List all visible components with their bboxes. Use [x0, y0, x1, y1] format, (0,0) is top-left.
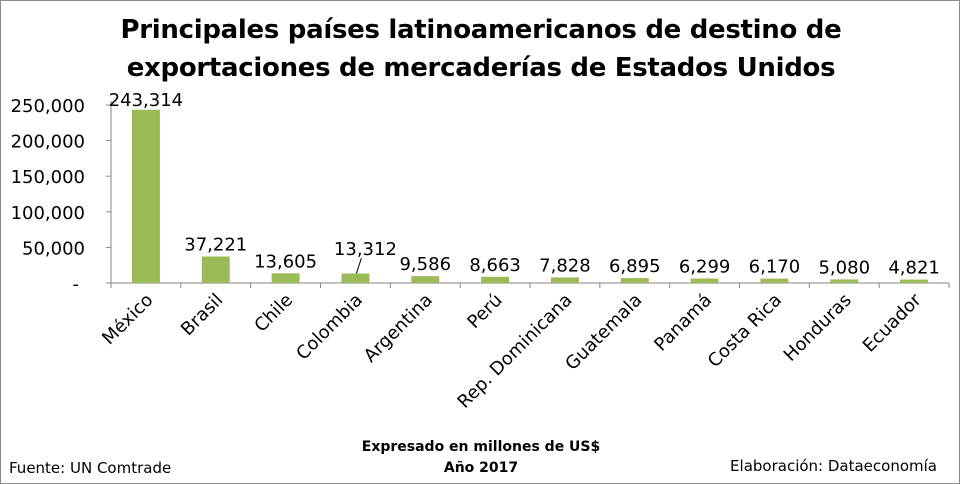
- bars: [131, 109, 929, 283]
- bar: [341, 273, 370, 283]
- value-label: 37,221: [184, 234, 247, 255]
- y-tick-label: 50,000: [22, 238, 85, 259]
- value-label: 6,170: [749, 257, 801, 278]
- category-label: Honduras: [780, 290, 856, 366]
- value-label: 8,663: [469, 255, 521, 276]
- value-label: 243,314: [109, 90, 183, 111]
- bar: [131, 109, 160, 283]
- source-note: Fuente: UN Comtrade: [9, 459, 172, 477]
- y-tick-label: 200,000: [11, 132, 85, 153]
- y-tick-label: 100,000: [11, 203, 85, 224]
- value-label: 13,312: [334, 239, 397, 260]
- bar: [481, 276, 510, 283]
- bar: [550, 277, 579, 283]
- value-label: 13,605: [254, 251, 317, 272]
- category-label: Brasil: [177, 290, 227, 340]
- chart-title-line-2: exportaciones de mercaderías de Estados …: [126, 53, 836, 83]
- category-label: Costa Rica: [704, 290, 786, 372]
- bar: [271, 273, 300, 283]
- chart-title: Principales países latinoamericanos de d…: [81, 11, 881, 87]
- value-label: 9,586: [399, 254, 451, 275]
- units-note-line-1: Expresado en millones de US$: [361, 439, 601, 455]
- category-label: Colombia: [292, 290, 367, 365]
- value-label-leader: [355, 257, 362, 274]
- y-axis: - 50,000 100,000 150,000 200,000 250,000: [11, 96, 950, 295]
- bar: [760, 278, 789, 283]
- category-label: Chile: [250, 290, 297, 337]
- bar: [690, 278, 719, 283]
- category-label: Argentina: [360, 290, 437, 367]
- chart-title-line-1: Principales países latinoamericanos de d…: [120, 15, 842, 45]
- value-label: 6,299: [679, 257, 731, 278]
- units-note: Expresado en millones de US$ Año 2017: [321, 437, 641, 479]
- bar: [201, 256, 230, 283]
- y-tick-label: 250,000: [11, 96, 85, 117]
- credit-note: Elaboración: Dataeconomía: [730, 457, 937, 475]
- value-label: 4,821: [888, 258, 940, 279]
- bar: [830, 279, 859, 283]
- value-label: 5,080: [818, 257, 870, 278]
- category-label: México: [98, 290, 157, 349]
- category-label: Perú: [463, 290, 506, 333]
- category-label: Panamá: [650, 290, 716, 356]
- y-tick-label: 150,000: [11, 167, 85, 188]
- category-label: Ecuador: [859, 289, 926, 356]
- bar: [411, 276, 440, 283]
- units-note-line-2: Año 2017: [443, 460, 519, 476]
- y-tick-label: -: [73, 274, 80, 295]
- bar: [900, 279, 929, 283]
- value-label: 6,895: [609, 256, 661, 277]
- bar: [620, 278, 649, 283]
- value-label: 7,828: [539, 255, 591, 276]
